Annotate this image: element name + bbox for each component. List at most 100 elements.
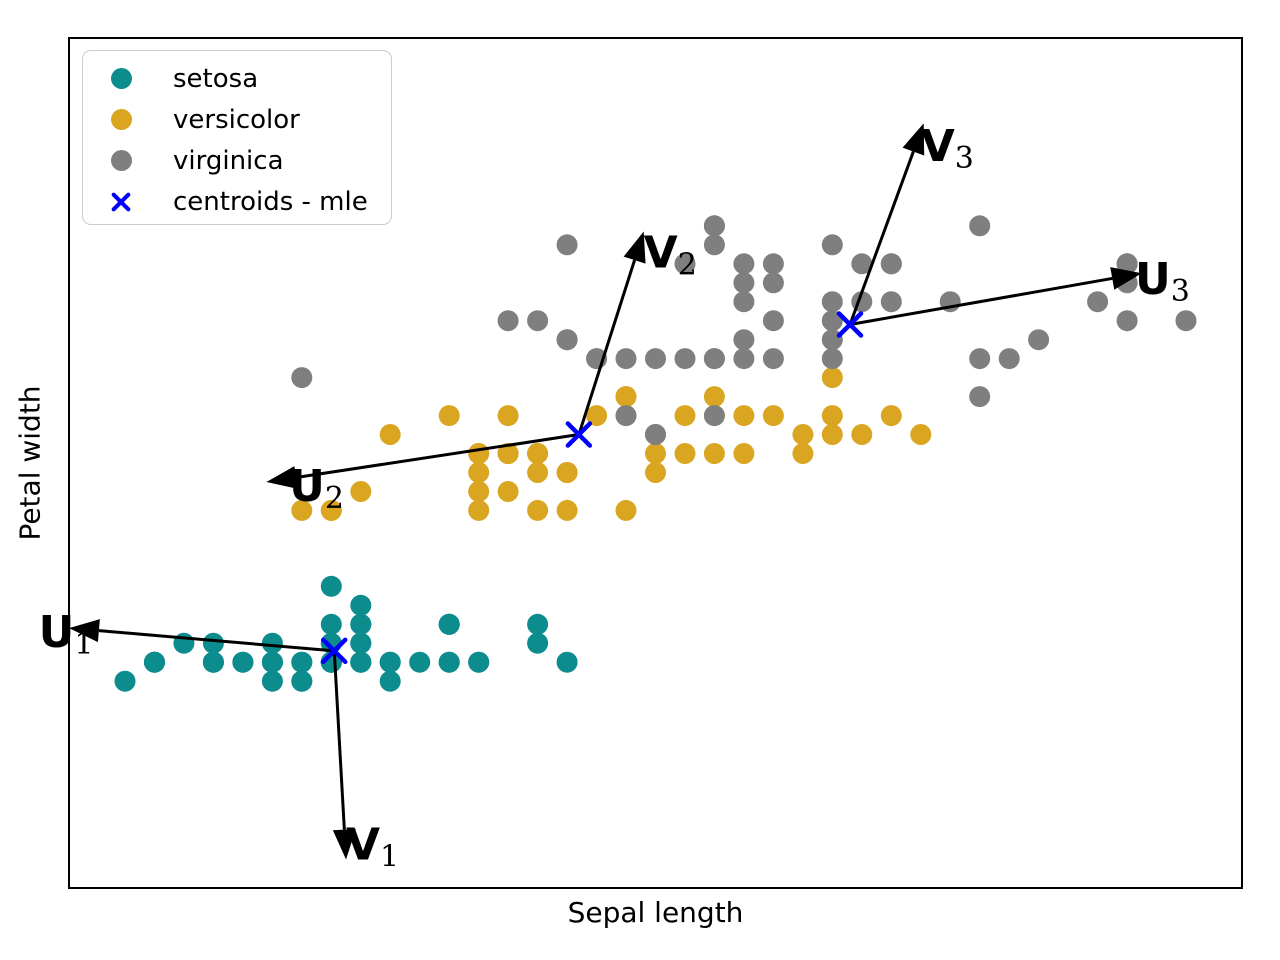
- arrow-line: [295, 433, 580, 479]
- scatter-point: [703, 215, 725, 237]
- axes-border: [68, 37, 1243, 889]
- scatter-point: [762, 272, 784, 294]
- scatter-point: [762, 405, 784, 427]
- scatter-point: [468, 651, 490, 673]
- scatter-point: [703, 443, 725, 464]
- centroid-x-marker: [321, 637, 348, 665]
- scatter-point: [232, 651, 254, 673]
- scatter-point: [527, 613, 549, 635]
- setosa-dot-icon: [110, 68, 132, 89]
- scatter-point: [379, 670, 401, 692]
- scatter-point: [438, 405, 460, 427]
- scatter-point: [969, 386, 991, 408]
- scatter-point: [468, 443, 490, 464]
- arrow-head: [902, 123, 925, 156]
- scatter-point: [615, 405, 637, 427]
- scatter-point: [350, 651, 372, 673]
- scatter-point: [1028, 329, 1050, 351]
- scatter-point: [821, 348, 843, 370]
- scatter-point: [703, 348, 725, 370]
- scatter-point: [821, 291, 843, 313]
- arrow-head: [623, 231, 646, 264]
- scatter-point: [527, 443, 549, 464]
- scatter-point: [144, 651, 165, 673]
- scatter-point: [556, 329, 578, 351]
- scatter-point: [291, 670, 313, 692]
- arrow-line: [848, 151, 915, 326]
- scatter-point: [792, 424, 814, 445]
- scatter-point: [527, 310, 549, 332]
- scatter-point: [350, 594, 372, 616]
- centroid-x-icon: [111, 192, 131, 211]
- scatter-point: [379, 651, 401, 673]
- scatter-point: [674, 405, 696, 427]
- arrow-U3: [849, 267, 1142, 326]
- scatter-point: [733, 443, 755, 464]
- legend-item-virginica: virginica: [83, 140, 391, 181]
- scatter-point: [703, 234, 725, 256]
- arrow-line: [577, 259, 637, 435]
- scatter-point: [527, 462, 549, 483]
- scatter-point: [527, 632, 549, 654]
- arrow-label-V3: V3: [921, 121, 974, 176]
- scatter-point: [556, 462, 578, 483]
- scatter-point: [556, 499, 578, 521]
- scatter-point: [674, 253, 696, 275]
- scatter-point: [350, 613, 372, 635]
- scatter-point: [379, 424, 401, 445]
- scatter-point: [762, 253, 784, 275]
- x-axis-label: Sepal length: [567, 896, 744, 929]
- scatter-point: [703, 405, 725, 427]
- scatter-point: [320, 613, 342, 635]
- scatter-point: [497, 443, 519, 464]
- scatter-point: [291, 367, 313, 389]
- legend-label-virginica: virginica: [173, 145, 284, 176]
- scatter-point: [586, 405, 608, 427]
- arrow-head: [1110, 267, 1142, 290]
- arrow-line: [98, 629, 335, 653]
- arrow-V1: [332, 650, 356, 860]
- scatter-point: [291, 651, 313, 673]
- scatter-point: [261, 632, 283, 654]
- scatter-point: [733, 272, 755, 294]
- scatter-point: [291, 499, 313, 521]
- legend-marker-cell: [83, 68, 159, 89]
- scatter-point: [350, 632, 372, 654]
- scatter-point: [880, 405, 902, 427]
- scatter-point: [880, 291, 902, 313]
- arrow-line: [849, 276, 1113, 326]
- scatter-point: [821, 310, 843, 332]
- arrow-U1: [69, 619, 335, 653]
- scatter-point: [674, 348, 696, 370]
- scatter-point: [202, 651, 224, 673]
- scatter-point: [615, 499, 637, 521]
- legend-label-versicolor: versicolor: [173, 104, 300, 135]
- scatter-point: [645, 443, 666, 464]
- centroids-mle-markers: [321, 311, 864, 665]
- scatter-point: [703, 386, 725, 408]
- scatter-point: [1175, 310, 1197, 332]
- scatter-point: [733, 253, 755, 275]
- scatter-point: [1087, 291, 1109, 313]
- scatter-point: [645, 462, 666, 483]
- scatter-point: [261, 670, 283, 692]
- scatter-point: [851, 424, 873, 445]
- scatter-point: [320, 499, 342, 521]
- arrow-V3: [848, 123, 925, 326]
- scatter-point: [910, 424, 932, 445]
- scatter-point: [645, 348, 666, 370]
- centroid-x-marker: [836, 311, 864, 338]
- legend: setosa versicolor virginica centroids - …: [82, 50, 392, 225]
- legend-label-centroids: centroids - mle: [173, 186, 368, 217]
- arrow-head: [332, 828, 356, 860]
- arrow-V2: [577, 231, 646, 435]
- scatter-point: [438, 651, 460, 673]
- legend-label-setosa: setosa: [173, 63, 259, 94]
- scatter-point: [320, 575, 342, 597]
- scatter-point: [733, 329, 755, 351]
- scatter-point: [202, 632, 224, 654]
- scatter-point: [733, 291, 755, 313]
- centroid-x-marker: [565, 421, 593, 448]
- scatter-point: [497, 405, 519, 427]
